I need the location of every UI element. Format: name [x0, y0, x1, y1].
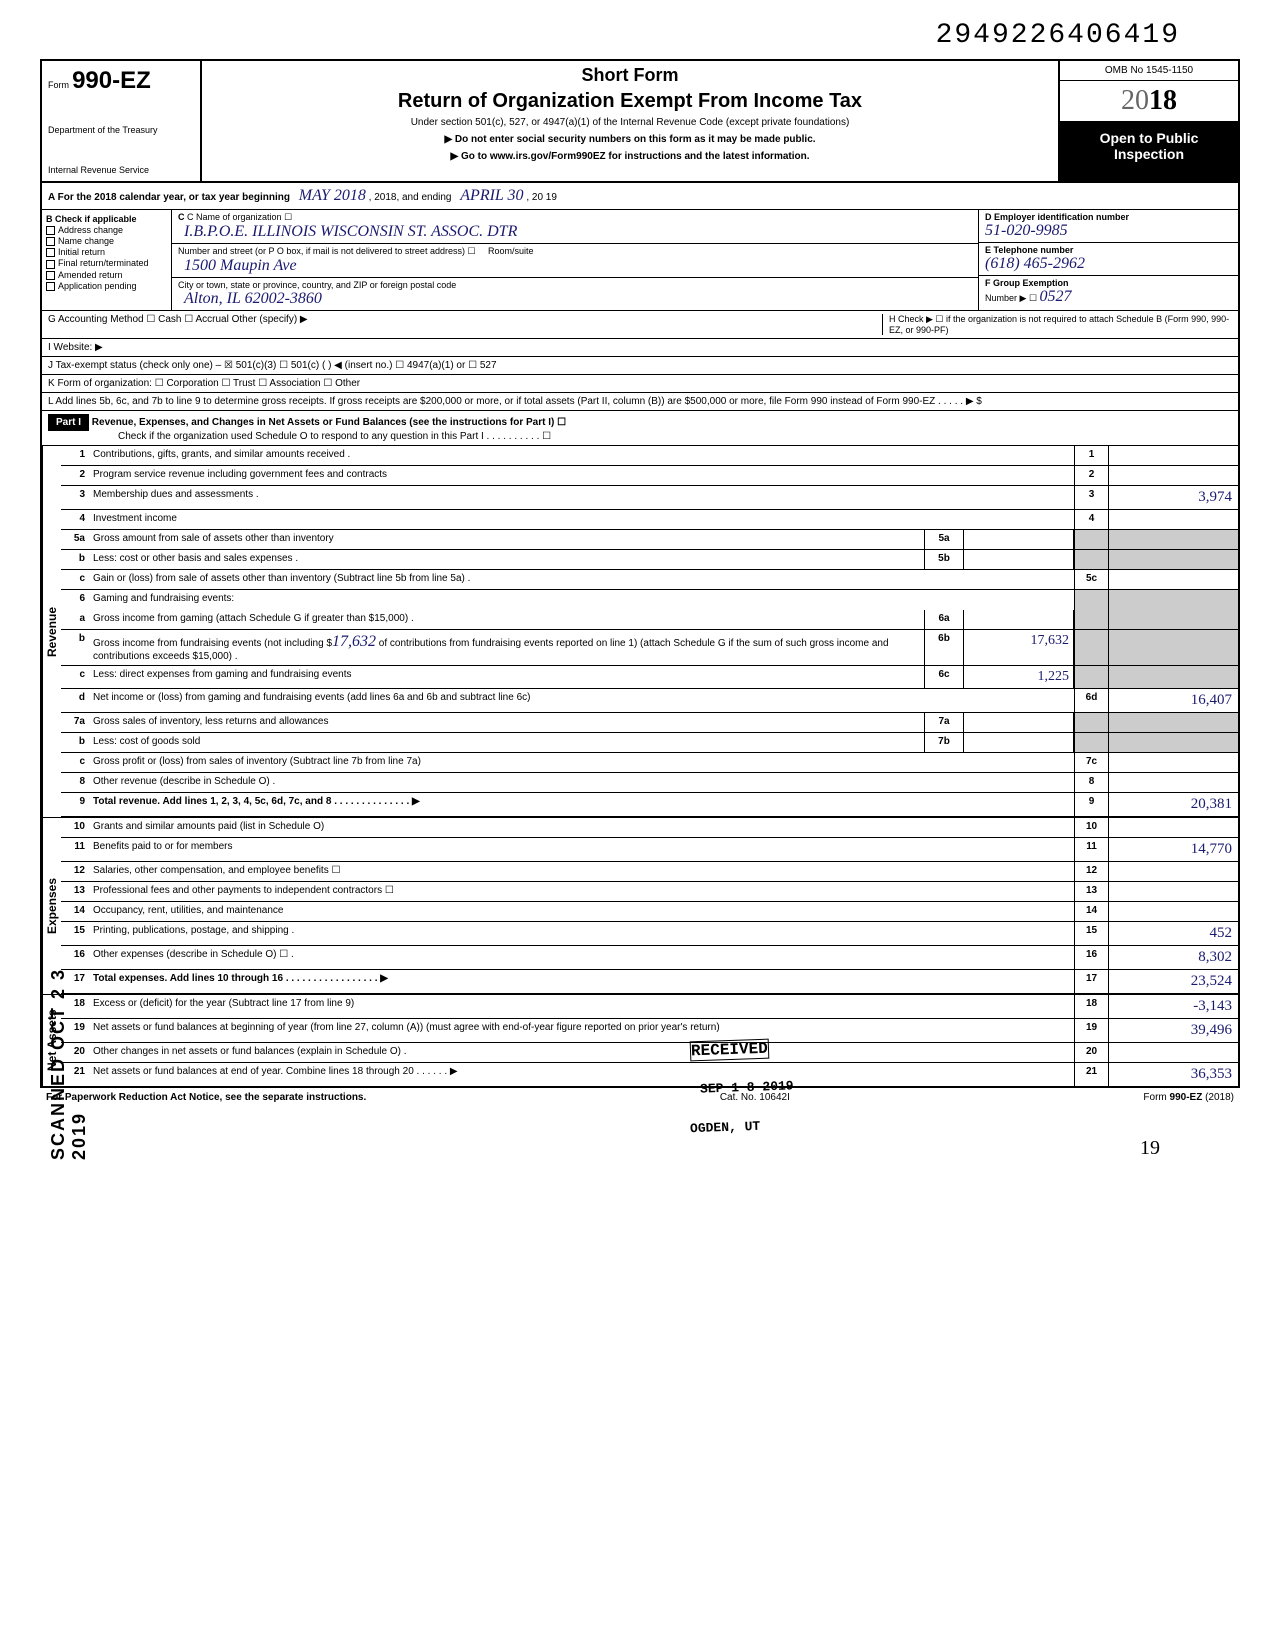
line-5b-desc: Less: cost or other basis and sales expe… — [89, 550, 924, 569]
line-18-value: -3,143 — [1108, 995, 1238, 1018]
row-j-tax-exempt: J Tax-exempt status (check only one) – ☒… — [42, 357, 1238, 375]
line-11-desc: Benefits paid to or for members — [89, 838, 1074, 861]
line-6d-desc: Net income or (loss) from gaming and fun… — [89, 689, 1074, 712]
line-9-value: 20,381 — [1108, 793, 1238, 816]
instruction-web: ▶ Go to www.irs.gov/Form990EZ for instru… — [212, 151, 1048, 162]
line-15-desc: Printing, publications, postage, and shi… — [89, 922, 1074, 945]
line-6a-desc: Gross income from gaming (attach Schedul… — [89, 610, 924, 629]
line-15-value: 452 — [1108, 922, 1238, 945]
row-l-gross-receipts: L Add lines 5b, 6c, and 7b to line 9 to … — [42, 393, 1238, 411]
line-17-value: 23,524 — [1108, 970, 1238, 993]
document-number: 2949226406419 — [40, 20, 1240, 51]
row-i-website: I Website: ▶ — [42, 339, 1238, 357]
line-18-desc: Excess or (deficit) for the year (Subtra… — [89, 995, 1074, 1018]
group-exemption-value: 0527 — [1040, 288, 1072, 305]
line-5c-desc: Gain or (loss) from sale of assets other… — [89, 570, 1074, 589]
group-exemption-label: F Group Exemption — [985, 278, 1232, 288]
line-8-desc: Other revenue (describe in Schedule O) . — [89, 773, 1074, 792]
row-g-accounting: G Accounting Method ☐ Cash ☐ Accrual Oth… — [48, 314, 882, 335]
omb-number: OMB No 1545-1150 — [1060, 61, 1238, 81]
footer-cat-no: Cat. No. 10642I — [720, 1092, 790, 1103]
line-7c-desc: Gross profit or (loss) from sales of inv… — [89, 753, 1074, 772]
chk-app-pending[interactable] — [46, 282, 55, 291]
line-3-desc: Membership dues and assessments . — [89, 486, 1074, 509]
tax-year: 2018 — [1060, 81, 1238, 122]
line-6d-value: 16,407 — [1108, 689, 1238, 712]
line-9-desc: Total revenue. Add lines 1, 2, 3, 4, 5c,… — [89, 793, 1074, 816]
row-h-schedule-b: H Check ▶ ☐ if the organization is not r… — [882, 314, 1232, 335]
line-5c-value — [1108, 570, 1238, 589]
title-sub: Under section 501(c), 527, or 4947(a)(1)… — [212, 117, 1048, 128]
scanned-stamp: SCANNED OCT 2 3 2019 — [48, 940, 90, 1160]
street-value: 1500 Maupin Ave — [178, 257, 972, 275]
line-4-desc: Investment income — [89, 510, 1074, 529]
footer-form-ref: Form 990-EZ (2018) — [1143, 1092, 1234, 1103]
part-i-title: Revenue, Expenses, and Changes in Net As… — [92, 417, 566, 428]
line-1-desc: Contributions, gifts, grants, and simila… — [89, 446, 1074, 465]
page-number: 19 — [40, 1137, 1240, 1160]
line-6b-value: 17,632 — [964, 630, 1074, 665]
city-label: City or town, state or province, country… — [178, 280, 972, 290]
city-value: Alton, IL 62002-3860 — [178, 290, 972, 308]
line-14-desc: Occupancy, rent, utilities, and maintena… — [89, 902, 1074, 921]
section-b-checkboxes: B Check if applicable Address change Nam… — [42, 210, 172, 310]
line-6c-desc: Less: direct expenses from gaming and fu… — [89, 666, 924, 688]
line-13-desc: Professional fees and other payments to … — [89, 882, 1074, 901]
open-public-badge: Open to Public Inspection — [1060, 122, 1238, 181]
ein-value: 51-020-9985 — [985, 222, 1232, 240]
line-19-desc: Net assets or fund balances at beginning… — [89, 1019, 1074, 1042]
part-i-label: Part I — [48, 414, 89, 431]
title-main: Return of Organization Exempt From Incom… — [212, 90, 1048, 113]
line-21-desc: Net assets or fund balances at end of ye… — [89, 1063, 1074, 1086]
line-19-value: 39,496 — [1108, 1019, 1238, 1042]
ein-label: D Employer identification number — [985, 212, 1232, 222]
line-2-value — [1108, 466, 1238, 485]
line-7b-desc: Less: cost of goods sold — [89, 733, 924, 752]
line-4-value — [1108, 510, 1238, 529]
street-label: Number and street (or P O box, if mail i… — [178, 246, 972, 257]
line-1-value — [1108, 446, 1238, 465]
chk-amended[interactable] — [46, 271, 55, 280]
line-10-desc: Grants and similar amounts paid (list in… — [89, 818, 1074, 837]
line-12-desc: Salaries, other compensation, and employ… — [89, 862, 1074, 881]
line-11-value: 14,770 — [1108, 838, 1238, 861]
org-name-label: C C Name of organization ☐ — [178, 212, 972, 223]
side-label-revenue: Revenue — [42, 446, 61, 817]
chk-address-change[interactable] — [46, 226, 55, 235]
dept-treasury: Department of the Treasury — [48, 125, 194, 135]
form-number: Form 990-EZ — [48, 67, 194, 95]
chk-name-change[interactable] — [46, 237, 55, 246]
line-21-value: 36,353 — [1108, 1063, 1238, 1086]
line-6c-value: 1,225 — [964, 666, 1074, 688]
row-a-tax-year: A For the 2018 calendar year, or tax yea… — [42, 183, 1238, 210]
line-3-value: 3,974 — [1108, 486, 1238, 509]
line-17-desc: Total expenses. Add lines 10 through 16 … — [89, 970, 1074, 993]
line-6-desc: Gaming and fundraising events: — [89, 590, 1074, 610]
dept-irs: Internal Revenue Service — [48, 165, 194, 175]
org-name-value: I.B.P.O.E. ILLINOIS WISCONSIN ST. ASSOC.… — [178, 223, 972, 241]
instruction-ssn: ▶ Do not enter social security numbers o… — [212, 134, 1048, 145]
footer-paperwork: For Paperwork Reduction Act Notice, see … — [46, 1092, 366, 1103]
line-16-desc: Other expenses (describe in Schedule O) … — [89, 946, 1074, 969]
chk-initial-return[interactable] — [46, 248, 55, 257]
line-6b-desc: Gross income from fundraising events (no… — [89, 630, 924, 665]
phone-label: E Telephone number — [985, 245, 1232, 255]
chk-final-return[interactable] — [46, 260, 55, 269]
line-7a-desc: Gross sales of inventory, less returns a… — [89, 713, 924, 732]
line-20-desc: Other changes in net assets or fund bala… — [89, 1043, 1074, 1062]
line-2-desc: Program service revenue including govern… — [89, 466, 1074, 485]
line-5a-desc: Gross amount from sale of assets other t… — [89, 530, 924, 549]
stamp-location: OGDEN, UT — [690, 1119, 761, 1136]
part-i-check: Check if the organization used Schedule … — [48, 431, 1232, 442]
line-16-value: 8,302 — [1108, 946, 1238, 969]
phone-value: (618) 465-2962 — [985, 255, 1232, 273]
row-k-org-form: K Form of organization: ☐ Corporation ☐ … — [42, 375, 1238, 393]
title-short: Short Form — [212, 65, 1048, 86]
